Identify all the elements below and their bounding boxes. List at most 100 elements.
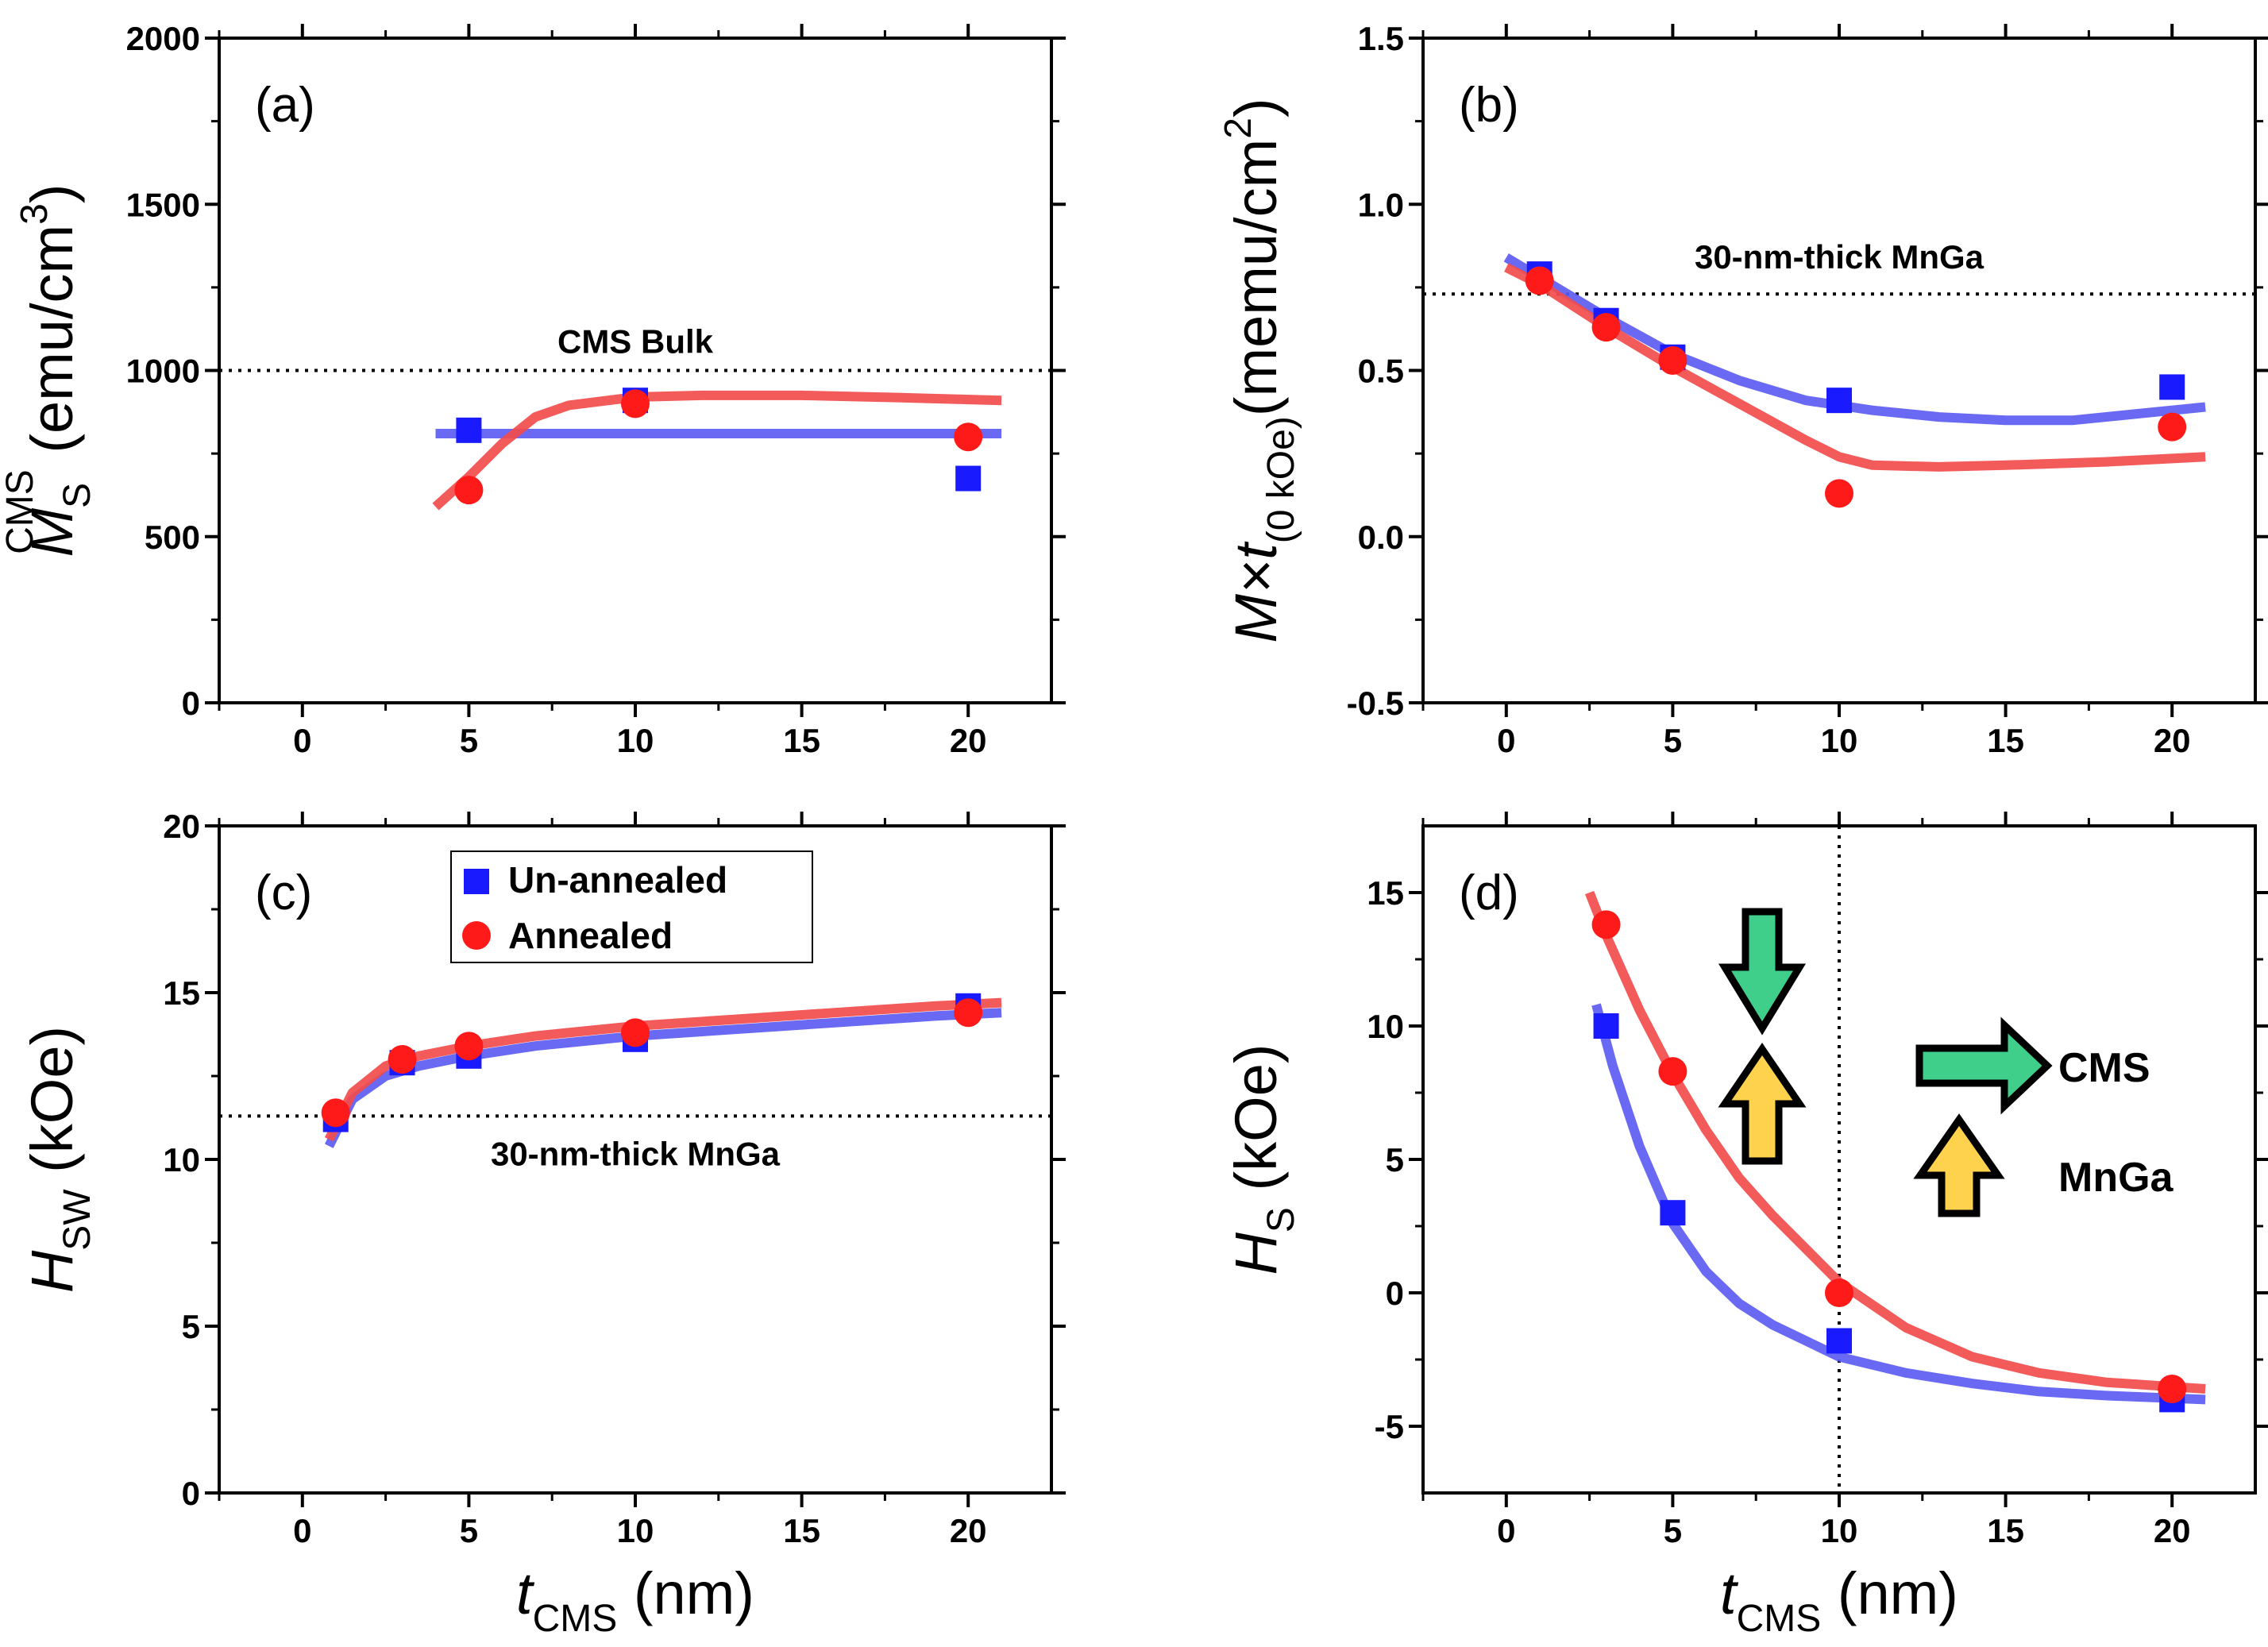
y-axis-label-unit: (kOe) [19, 1026, 85, 1190]
x-axis-label-unit: (nm) [1821, 1560, 1958, 1626]
fit-curve-annealed [432, 390, 1002, 511]
x-tick-label: 0 [1497, 1512, 1515, 1549]
legend-box [450, 850, 813, 963]
data-point-annealed [621, 1018, 650, 1047]
data-point-annealed [321, 1098, 350, 1128]
y-tick-label: 500 [145, 519, 200, 556]
y-tick-label: 5 [182, 1308, 200, 1345]
right-arrow-icon [1915, 1016, 2053, 1115]
panel-label: (c) [255, 866, 312, 920]
x-axis-label-main: t [1720, 1560, 1739, 1626]
panel-c: 0 5 10 15 20 0 5 10 15 20 30-nm-thick MnGa (c) HSW (… [19, 808, 1066, 1640]
x-tick-label: 0 [293, 1512, 311, 1549]
fit-curve-annealed [324, 997, 1002, 1142]
data-point-unannealed [456, 417, 482, 443]
fit-curve-unannealed [1591, 1003, 2206, 1405]
reference-label: CMS Bulk [557, 323, 714, 361]
legend-label-annealed: Annealed [508, 915, 673, 956]
x-axis-label-sub: CMS [533, 1598, 618, 1640]
fit-curves [1503, 253, 2206, 472]
y-axis-label: MS CMS (emu/cm3) [0, 183, 98, 557]
y-axis-label-sub: S [1260, 1207, 1302, 1232]
x-axis-label: tCMS (nm) [516, 1560, 754, 1640]
fit-curve-annealed [1585, 890, 2206, 1394]
data-point-unannealed [1826, 388, 1852, 414]
data-point-annealed [1591, 313, 1621, 342]
y-axis-label: HSW (kOe) [19, 1026, 98, 1293]
data-point-annealed [1525, 266, 1554, 295]
data-point-annealed [2158, 1374, 2187, 1403]
y-tick-label: -0.5 [1347, 685, 1404, 722]
up-arrow-icon [1913, 1113, 2005, 1217]
y-axis-label-sub: S [56, 483, 98, 508]
data-point-annealed [1591, 910, 1621, 939]
data-point-annealed [1658, 345, 1688, 375]
panel-a: 0 5 10 15 20 0 500 1000 1500 2000 CMS Bulk (a) MS CMS… [0, 20, 1066, 759]
data-point-annealed [621, 389, 650, 418]
legend-marker-annealed [462, 921, 491, 950]
y-tick-label: 1.5 [1358, 20, 1404, 57]
y-axis-label-main: H [19, 1250, 85, 1293]
y-axis-label-unit-sup: 3 [14, 203, 56, 225]
x-tick-label: 10 [1821, 1512, 1858, 1549]
data-point-annealed [388, 1045, 417, 1074]
x-tick-label: 5 [460, 1512, 478, 1549]
cms-annotation: CMS [2058, 1045, 2150, 1091]
x-tick-label: 15 [783, 1512, 820, 1549]
x-tick-label: 10 [617, 1512, 654, 1549]
x-tick-label: 5 [460, 722, 478, 759]
data-point-unannealed [1660, 1200, 1686, 1226]
fit-curve-annealed [1504, 263, 2206, 472]
x-tick-label: 10 [617, 722, 654, 759]
y-axis-label-main: H [1223, 1232, 1289, 1275]
data-point-annealed [454, 476, 484, 505]
reference-label: 30-nm-thick MnGa [1695, 238, 1984, 276]
y-axis-label-sup: CMS [0, 469, 41, 554]
y-axis-label-main: M [19, 508, 85, 557]
data-point-unannealed [955, 465, 982, 492]
up-arrow-icon [1718, 1043, 1807, 1165]
y-tick-label: 0.0 [1358, 519, 1404, 556]
panel-b: 0 5 10 15 20 -0.5 0.0 0.5 1.0 1.5 30-nm-thick MnGa… [1217, 20, 2268, 759]
x-axis-label: tCMS (nm) [1720, 1560, 1958, 1640]
magnetization-diagram [1718, 908, 2053, 1217]
y-tick-label: 0 [182, 1475, 200, 1512]
legend: Un-annealed Annealed [450, 850, 813, 963]
y-axis-label-main: M×t [1223, 541, 1289, 643]
fit-curve-unannealed [324, 1008, 1002, 1148]
y-tick-label: 0.5 [1358, 353, 1404, 390]
x-tick-label: 15 [783, 722, 820, 759]
down-arrow-icon [1718, 908, 1807, 1036]
y-axis-label-unit: (emu/cm [19, 225, 85, 469]
fit-curves [1585, 890, 2206, 1405]
x-tick-label: 0 [293, 722, 311, 759]
x-tick-label: 20 [950, 1512, 987, 1549]
data-point-annealed [454, 1032, 484, 1061]
x-tick-label: 20 [2154, 722, 2191, 759]
y-tick-label: 15 [163, 974, 200, 1012]
y-tick-label: 0 [1386, 1275, 1404, 1312]
x-tick-label: 0 [1497, 722, 1515, 759]
x-tick-label: 5 [1664, 722, 1682, 759]
y-axis-label: M×t(0 kOe)(memu/cm2) [1217, 98, 1302, 642]
y-tick-label: 1500 [126, 186, 200, 223]
y-axis-label-unit-sup: 2 [1217, 118, 1259, 139]
panel-label: (b) [1459, 78, 1519, 133]
x-tick-label: 20 [950, 722, 987, 759]
x-tick-label: 15 [1987, 1512, 2024, 1549]
data-point-annealed [1825, 1279, 1853, 1307]
y-tick-label: 1.0 [1358, 186, 1404, 223]
x-tick-label: 15 [1987, 722, 2024, 759]
x-axis-label-sub: CMS [1737, 1598, 1822, 1640]
y-tick-label: 1000 [126, 353, 200, 390]
x-tick-label: 10 [1821, 722, 1858, 759]
data-point-unannealed [1826, 1328, 1852, 1354]
legend-marker-unannealed [464, 869, 489, 894]
data-point-annealed [954, 998, 983, 1028]
y-tick-label: 5 [1386, 1141, 1404, 1178]
x-tick-label: 20 [2154, 1512, 2191, 1549]
fit-curves [324, 997, 1002, 1148]
x-axis-label-main: t [516, 1560, 535, 1626]
data-point-unannealed [2159, 374, 2185, 400]
